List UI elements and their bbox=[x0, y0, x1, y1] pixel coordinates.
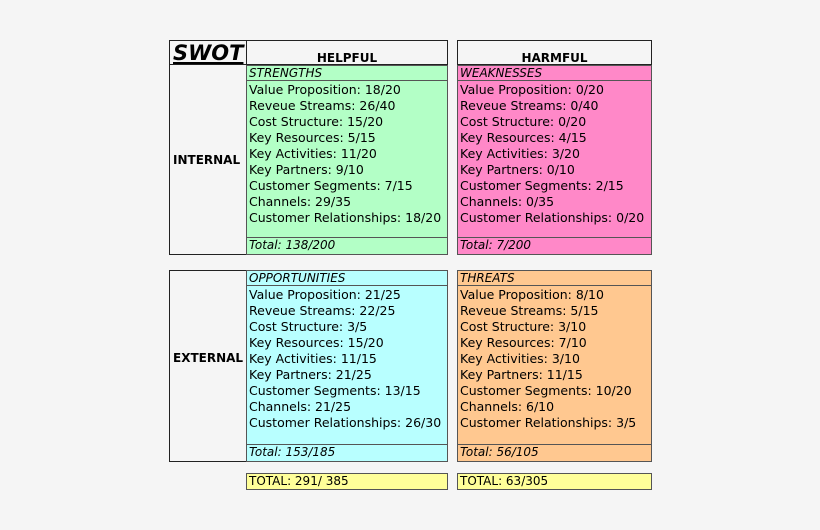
list-item: Key Partners: 11/15 bbox=[460, 367, 583, 382]
opportunities-quadrant: OPPORTUNITIES Value Proposition: 21/25 R… bbox=[246, 270, 448, 462]
weaknesses-total: Total: 7/200 bbox=[458, 237, 651, 254]
threats-list: Value Proposition: 8/10 Reveue Streams: … bbox=[458, 286, 651, 431]
column-header-helpful: HELPFUL bbox=[247, 41, 447, 65]
row-label-internal: INTERNAL bbox=[173, 152, 241, 167]
grand-total-harmful: TOTAL: 63/305 bbox=[457, 473, 652, 490]
strengths-title: STRENGTHS bbox=[247, 66, 447, 81]
weaknesses-title: WEAKNESSES bbox=[458, 66, 651, 81]
list-item: Customer Segments: 7/15 bbox=[249, 178, 413, 193]
list-item: Key Resources: 15/20 bbox=[249, 335, 384, 350]
column-header-harmful: HARMFUL bbox=[458, 41, 651, 65]
opportunities-list: Value Proposition: 21/25 Reveue Streams:… bbox=[247, 286, 447, 431]
list-item: Value Proposition: 8/10 bbox=[460, 287, 604, 302]
opportunities-total: Total: 153/185 bbox=[247, 444, 447, 461]
list-item: Channels: 29/35 bbox=[249, 194, 352, 209]
list-item: Value Proposition: 18/20 bbox=[249, 82, 401, 97]
weaknesses-quadrant: WEAKNESSES Value Proposition: 0/20 Reveu… bbox=[457, 65, 652, 255]
list-item: Value Proposition: 0/20 bbox=[460, 82, 604, 97]
list-item: Reveue Streams: 5/15 bbox=[460, 303, 599, 318]
list-item: Channels: 0/35 bbox=[460, 194, 555, 209]
list-item: Customer Segments: 2/15 bbox=[460, 178, 624, 193]
list-item: Customer Relationships: 18/20 bbox=[249, 210, 442, 225]
strengths-quadrant: STRENGTHS Value Proposition: 18/20 Reveu… bbox=[246, 65, 448, 255]
list-item: Customer Segments: 10/20 bbox=[460, 383, 632, 398]
swot-title: SWOT bbox=[170, 41, 246, 65]
list-item: Key Activities: 3/20 bbox=[460, 146, 580, 161]
list-item: Value Proposition: 21/25 bbox=[249, 287, 401, 302]
list-item: Reveue Streams: 22/25 bbox=[249, 303, 396, 318]
list-item: Key Resources: 7/10 bbox=[460, 335, 587, 350]
list-item: Reveue Streams: 0/40 bbox=[460, 98, 599, 113]
strengths-total: Total: 138/200 bbox=[247, 237, 447, 254]
list-item: Customer Relationships: 0/20 bbox=[460, 210, 645, 225]
grand-total-helpful: TOTAL: 291/ 385 bbox=[246, 473, 448, 490]
list-item: Key Resources: 4/15 bbox=[460, 130, 587, 145]
list-item: Key Activities: 11/20 bbox=[249, 146, 377, 161]
list-item: Key Partners: 21/25 bbox=[249, 367, 372, 382]
strengths-list: Value Proposition: 18/20 Reveue Streams:… bbox=[247, 81, 447, 226]
list-item: Key Partners: 9/10 bbox=[249, 162, 364, 177]
list-item: Cost Structure: 3/10 bbox=[460, 319, 587, 334]
list-item: Customer Relationships: 3/5 bbox=[460, 415, 637, 430]
list-item: Customer Relationships: 26/30 bbox=[249, 415, 442, 430]
weaknesses-list: Value Proposition: 0/20 Reveue Streams: … bbox=[458, 81, 651, 226]
list-item: Key Activities: 11/15 bbox=[249, 351, 377, 366]
threats-total: Total: 56/105 bbox=[458, 444, 651, 461]
list-item: Cost Structure: 15/20 bbox=[249, 114, 384, 129]
list-item: Channels: 21/25 bbox=[249, 399, 352, 414]
list-item: Customer Segments: 13/15 bbox=[249, 383, 421, 398]
threats-quadrant: THREATS Value Proposition: 8/10 Reveue S… bbox=[457, 270, 652, 462]
opportunities-title: OPPORTUNITIES bbox=[247, 271, 447, 286]
list-item: Channels: 6/10 bbox=[460, 399, 555, 414]
threats-title: THREATS bbox=[458, 271, 651, 286]
list-item: Key Partners: 0/10 bbox=[460, 162, 575, 177]
list-item: Reveue Streams: 26/40 bbox=[249, 98, 396, 113]
row-label-external: EXTERNAL bbox=[173, 351, 244, 365]
list-item: Key Resources: 5/15 bbox=[249, 130, 376, 145]
list-item: Key Activities: 3/10 bbox=[460, 351, 580, 366]
list-item: Cost Structure: 3/5 bbox=[249, 319, 368, 334]
list-item: Cost Structure: 0/20 bbox=[460, 114, 587, 129]
